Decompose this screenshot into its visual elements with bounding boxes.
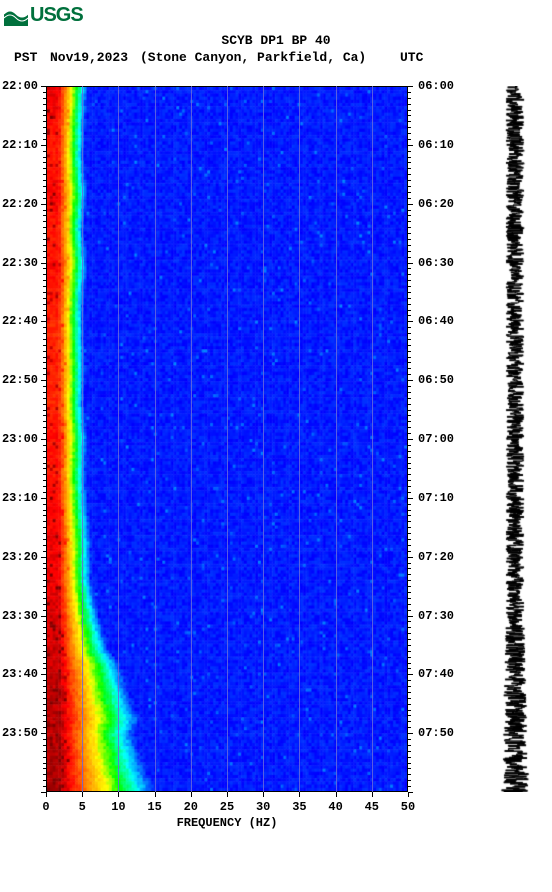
y-left-tick-label: 23:00 (2, 433, 38, 445)
spectrogram-chart: 22:0022:1022:2022:3022:4022:5023:0023:10… (46, 86, 408, 792)
x-tick-label: 35 (292, 800, 306, 814)
location-label: (Stone Canyon, Parkfield, Ca) (140, 50, 366, 65)
y-right-tick-label: 07:20 (418, 551, 454, 563)
y-left-tick-label: 23:10 (2, 492, 38, 504)
y-right-tick-label: 07:50 (418, 727, 454, 739)
left-timezone-label: PST (14, 50, 37, 65)
x-tick-label: 30 (256, 800, 270, 814)
x-tick-label: 0 (42, 800, 49, 814)
x-tick-label: 5 (79, 800, 86, 814)
y-right-tick-label: 06:10 (418, 139, 454, 151)
y-right-tick-label: 07:00 (418, 433, 454, 445)
y-left-tick-label: 23:50 (2, 727, 38, 739)
usgs-wave-icon (4, 6, 28, 26)
x-tick-label: 25 (220, 800, 234, 814)
x-tick-label: 10 (111, 800, 125, 814)
y-left-tick-label: 22:40 (2, 315, 38, 327)
y-left-tick-label: 23:30 (2, 610, 38, 622)
x-axis-label: FREQUENCY (HZ) (46, 816, 408, 830)
y-left-tick-label: 22:20 (2, 198, 38, 210)
y-left-tick-label: 22:00 (2, 80, 38, 92)
y-right-tick-label: 06:00 (418, 80, 454, 92)
right-timezone-label: UTC (400, 50, 423, 65)
org-logo-text: USGS (30, 4, 83, 27)
waveform-trace (496, 86, 534, 792)
chart-title: SCYB DP1 BP 40 (0, 32, 552, 50)
date-label: Nov19,2023 (50, 50, 128, 65)
y-left-tick-label: 22:50 (2, 374, 38, 386)
y-right-tick-label: 06:30 (418, 257, 454, 269)
x-tick-label: 45 (365, 800, 379, 814)
y-left-tick-label: 22:30 (2, 257, 38, 269)
y-right-tick-label: 06:40 (418, 315, 454, 327)
y-left-tick-label: 23:40 (2, 668, 38, 680)
x-tick-label: 20 (184, 800, 198, 814)
y-right-tick-label: 07:10 (418, 492, 454, 504)
x-tick-label: 15 (147, 800, 161, 814)
y-left-tick-label: 23:20 (2, 551, 38, 563)
y-left-tick-label: 22:10 (2, 139, 38, 151)
y-right-tick-label: 07:40 (418, 668, 454, 680)
x-tick-label: 40 (328, 800, 342, 814)
org-logo: USGS (4, 4, 83, 27)
y-right-tick-label: 07:30 (418, 610, 454, 622)
y-right-tick-label: 06:50 (418, 374, 454, 386)
x-tick-label: 50 (401, 800, 415, 814)
y-right-tick-label: 06:20 (418, 198, 454, 210)
